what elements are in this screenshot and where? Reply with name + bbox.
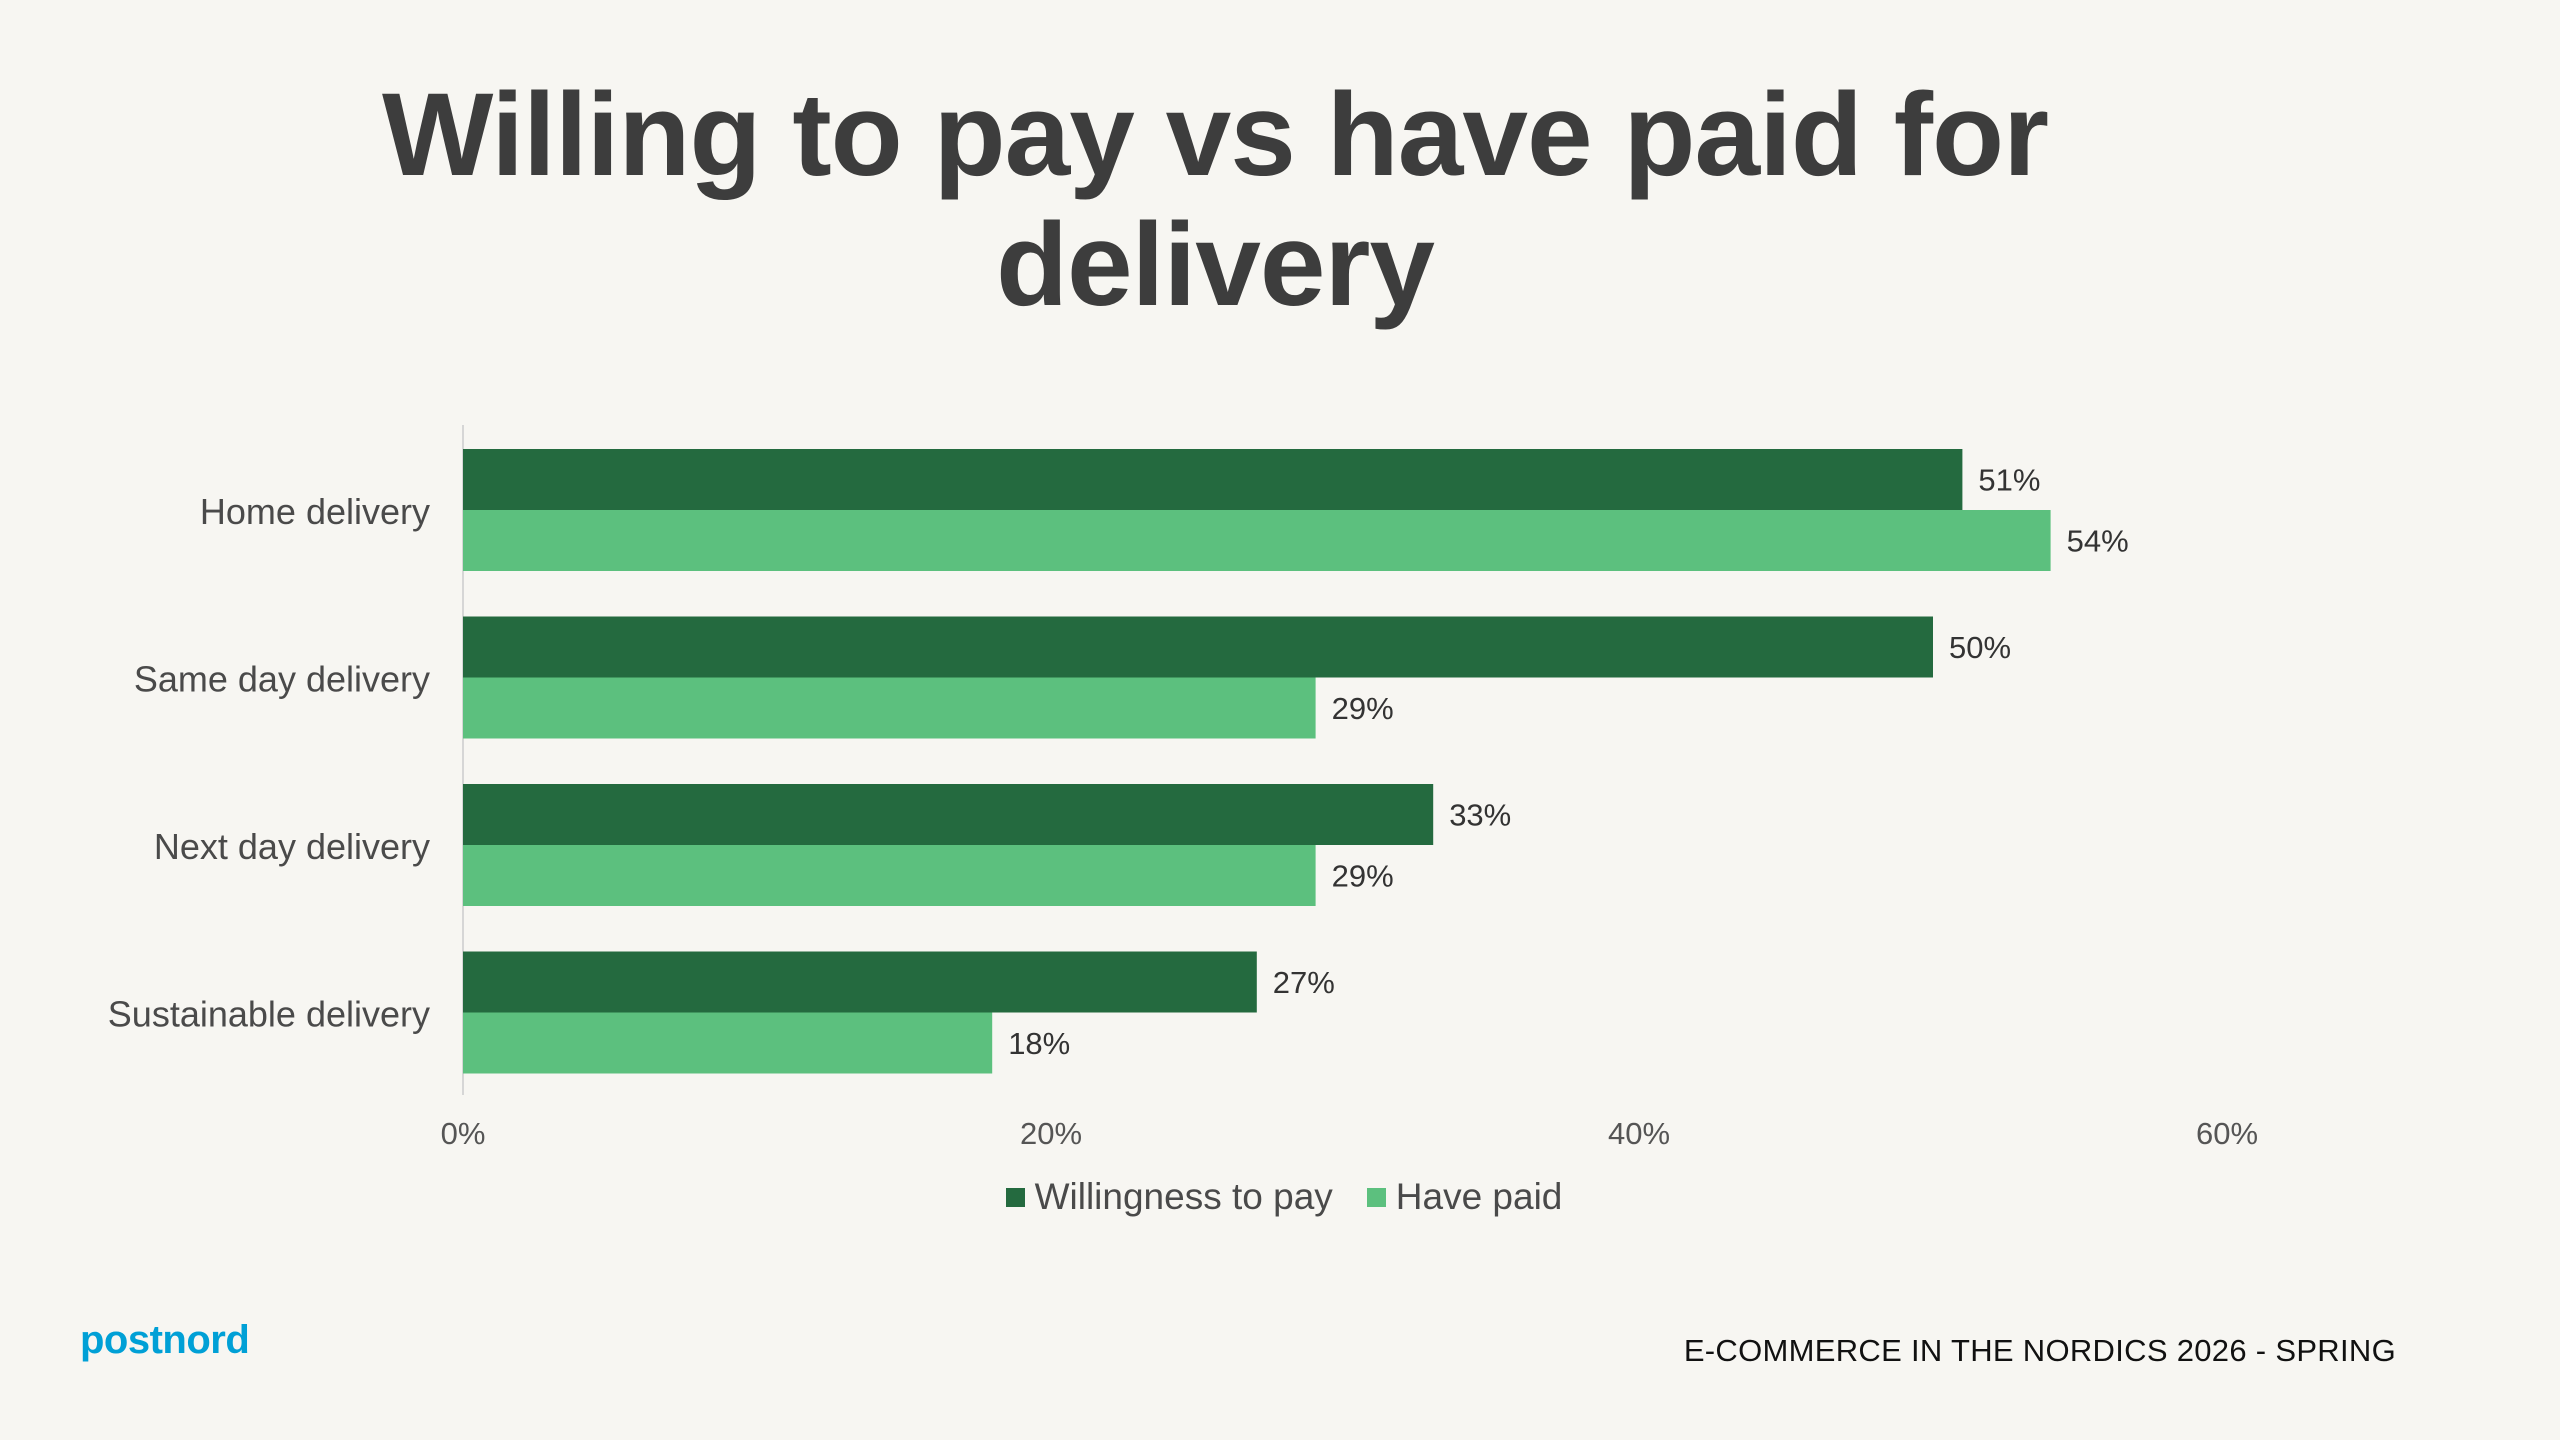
bar-willingness xyxy=(463,784,1434,845)
legend-item-willingness: Willingness to pay xyxy=(1005,1176,1333,1218)
data-label: 50% xyxy=(1949,630,2011,665)
report-footer: E-COMMERCE IN THE NORDICS 2026 - SPRING xyxy=(1683,1333,2396,1368)
bar-have-paid xyxy=(463,1012,993,1074)
x-tick-label: 40% xyxy=(1608,1116,1670,1151)
bar-have-paid xyxy=(463,510,2051,571)
bar-have-paid xyxy=(463,677,1316,739)
chart-legend: Willingness to pay Have paid xyxy=(0,1172,2560,1222)
x-tick-label: 20% xyxy=(1020,1116,1082,1151)
data-label: 27% xyxy=(1273,965,1335,1000)
category-label: Home delivery xyxy=(200,491,430,532)
data-label: 29% xyxy=(1332,691,1394,726)
data-label: 33% xyxy=(1449,798,1511,833)
data-label: 29% xyxy=(1332,859,1394,894)
legend-item-have-paid: Have paid xyxy=(1366,1176,1563,1218)
x-tick-label: 60% xyxy=(2196,1116,2258,1151)
data-label: 18% xyxy=(1008,1026,1070,1061)
legend-label-willingness: Willingness to pay xyxy=(1034,1176,1333,1217)
legend-swatch-have-paid xyxy=(1366,1187,1386,1207)
bar-have-paid xyxy=(463,845,1316,906)
postnord-logo: postnord xyxy=(80,1318,250,1362)
bar-willingness xyxy=(463,449,1963,510)
x-tick-label: 0% xyxy=(441,1116,486,1151)
category-label: Next day delivery xyxy=(154,826,430,867)
data-label: 54% xyxy=(2067,524,2129,559)
legend-label-have-paid: Have paid xyxy=(1395,1176,1563,1217)
legend-swatch-willingness xyxy=(1005,1187,1025,1207)
category-label: Same day delivery xyxy=(134,659,430,700)
slide-title: Willing to pay vs have paid for delivery xyxy=(381,69,2049,331)
bar-willingness xyxy=(463,951,1257,1013)
category-label: Sustainable delivery xyxy=(108,994,430,1035)
bar-willingness xyxy=(463,616,1933,678)
data-label: 51% xyxy=(1978,463,2040,498)
